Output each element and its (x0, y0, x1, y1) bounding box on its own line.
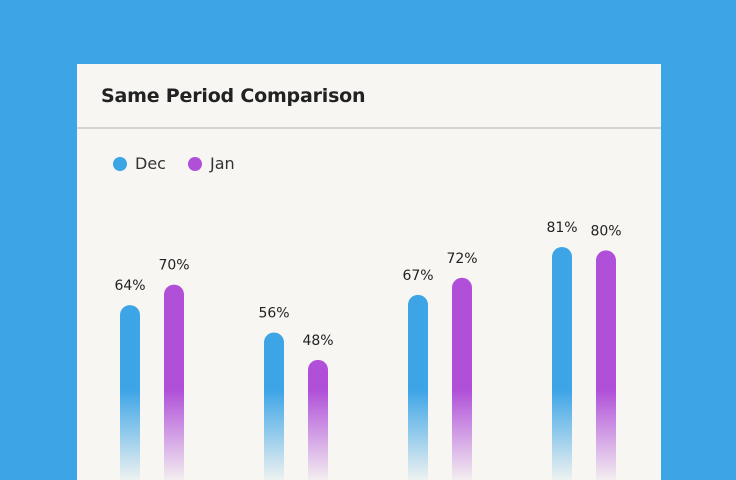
chart-legend: Dec Jan (113, 154, 235, 173)
data-label-dec-4: 81% (546, 220, 577, 236)
data-label-jan-4: 80% (590, 223, 621, 239)
legend-item-jan[interactable]: Jan (187, 154, 235, 173)
chart-card: Same Period Comparison Dec Jan 64% 70% 56%… (77, 64, 661, 480)
bar-jan-2[interactable] (308, 359, 328, 480)
data-label-jan-3: 72% (446, 251, 477, 267)
card-header: Same Period Comparison (77, 64, 661, 129)
legend-dot-jan (187, 156, 202, 171)
legend-label-dec: Dec (135, 154, 166, 173)
legend-label-jan: Jan (209, 154, 235, 173)
bar-dec-2[interactable] (264, 332, 284, 480)
data-label-dec-3: 67% (402, 268, 433, 284)
bar-jan-3[interactable] (452, 277, 472, 480)
bar-dec-3[interactable] (408, 294, 428, 480)
bar-dec-4[interactable] (552, 246, 572, 480)
data-label-jan-2: 48% (302, 333, 333, 349)
chart-title: Same Period Comparison (101, 84, 366, 107)
legend-item-dec[interactable]: Dec (113, 154, 166, 173)
bar-jan-4[interactable] (596, 250, 616, 480)
legend-dot-dec (113, 156, 127, 171)
data-label-dec-2: 56% (258, 305, 289, 321)
data-label-jan-1: 70% (158, 258, 189, 274)
bar-dec-1[interactable] (120, 305, 140, 480)
data-label-dec-1: 64% (114, 278, 145, 294)
bar-chart: 64% 70% 56% 48% 67% 72% 81% 80% (114, 220, 622, 480)
bar-jan-1[interactable] (164, 284, 184, 480)
